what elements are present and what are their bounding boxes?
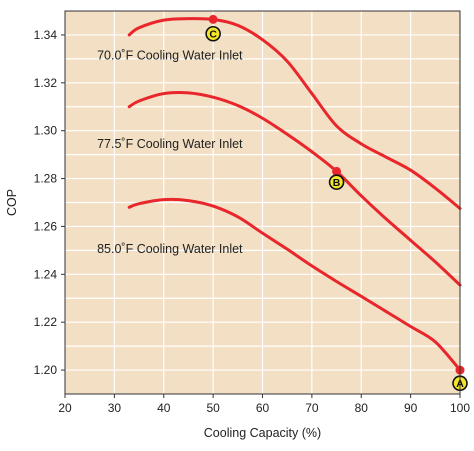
y-tick-label: 1.30 xyxy=(34,124,58,138)
x-tick-label: 40 xyxy=(157,401,171,415)
y-tick-label: 1.34 xyxy=(34,28,58,42)
y-tick-label: 1.32 xyxy=(34,76,58,90)
y-tick-label: 1.26 xyxy=(34,219,58,233)
x-tick-label: 50 xyxy=(206,401,220,415)
series-line xyxy=(127,197,462,372)
series-group xyxy=(127,17,462,372)
operating-point-label: C xyxy=(209,29,217,41)
y-tick-label: 1.24 xyxy=(34,267,58,281)
y-tick-label: 1.22 xyxy=(34,315,58,329)
x-tick-label: 70 xyxy=(305,401,319,415)
x-axis-label: Cooling Capacity (%) xyxy=(204,426,321,440)
x-tick-label: 90 xyxy=(404,401,418,415)
y-axis-label: COP xyxy=(5,189,19,216)
grid xyxy=(65,11,460,394)
series-labels: 70.0˚F Cooling Water Inlet 77.5˚F Cooling… xyxy=(97,48,243,256)
operating-point-badge xyxy=(205,25,221,42)
series-label: 77.5˚F Cooling Water Inlet xyxy=(97,137,243,151)
x-tick-label: 60 xyxy=(256,401,270,415)
x-tick-label: 80 xyxy=(355,401,369,415)
x-tick-label: 100 xyxy=(450,401,470,415)
x-axis-ticks: 20 30 40 50 60 70 80 90 100 xyxy=(58,394,470,415)
series-label: 85.0˚F Cooling Water Inlet xyxy=(97,242,243,256)
x-tick-label: 20 xyxy=(58,401,72,415)
series-line xyxy=(127,17,462,210)
x-tick-label: 30 xyxy=(108,401,122,415)
y-tick-label: 1.20 xyxy=(34,363,58,377)
y-axis-ticks: 1.20 1.22 1.24 1.26 1.28 1.30 1.32 1.34 xyxy=(34,28,65,377)
y-tick-label: 1.28 xyxy=(34,172,58,186)
operating-point-dot xyxy=(332,166,342,176)
series-label: 70.0˚F Cooling Water Inlet xyxy=(97,48,243,62)
operating-point-badge xyxy=(328,174,345,190)
operating-point-dot xyxy=(208,14,218,24)
operating-point-label: B xyxy=(333,177,341,189)
series-line xyxy=(127,90,462,287)
